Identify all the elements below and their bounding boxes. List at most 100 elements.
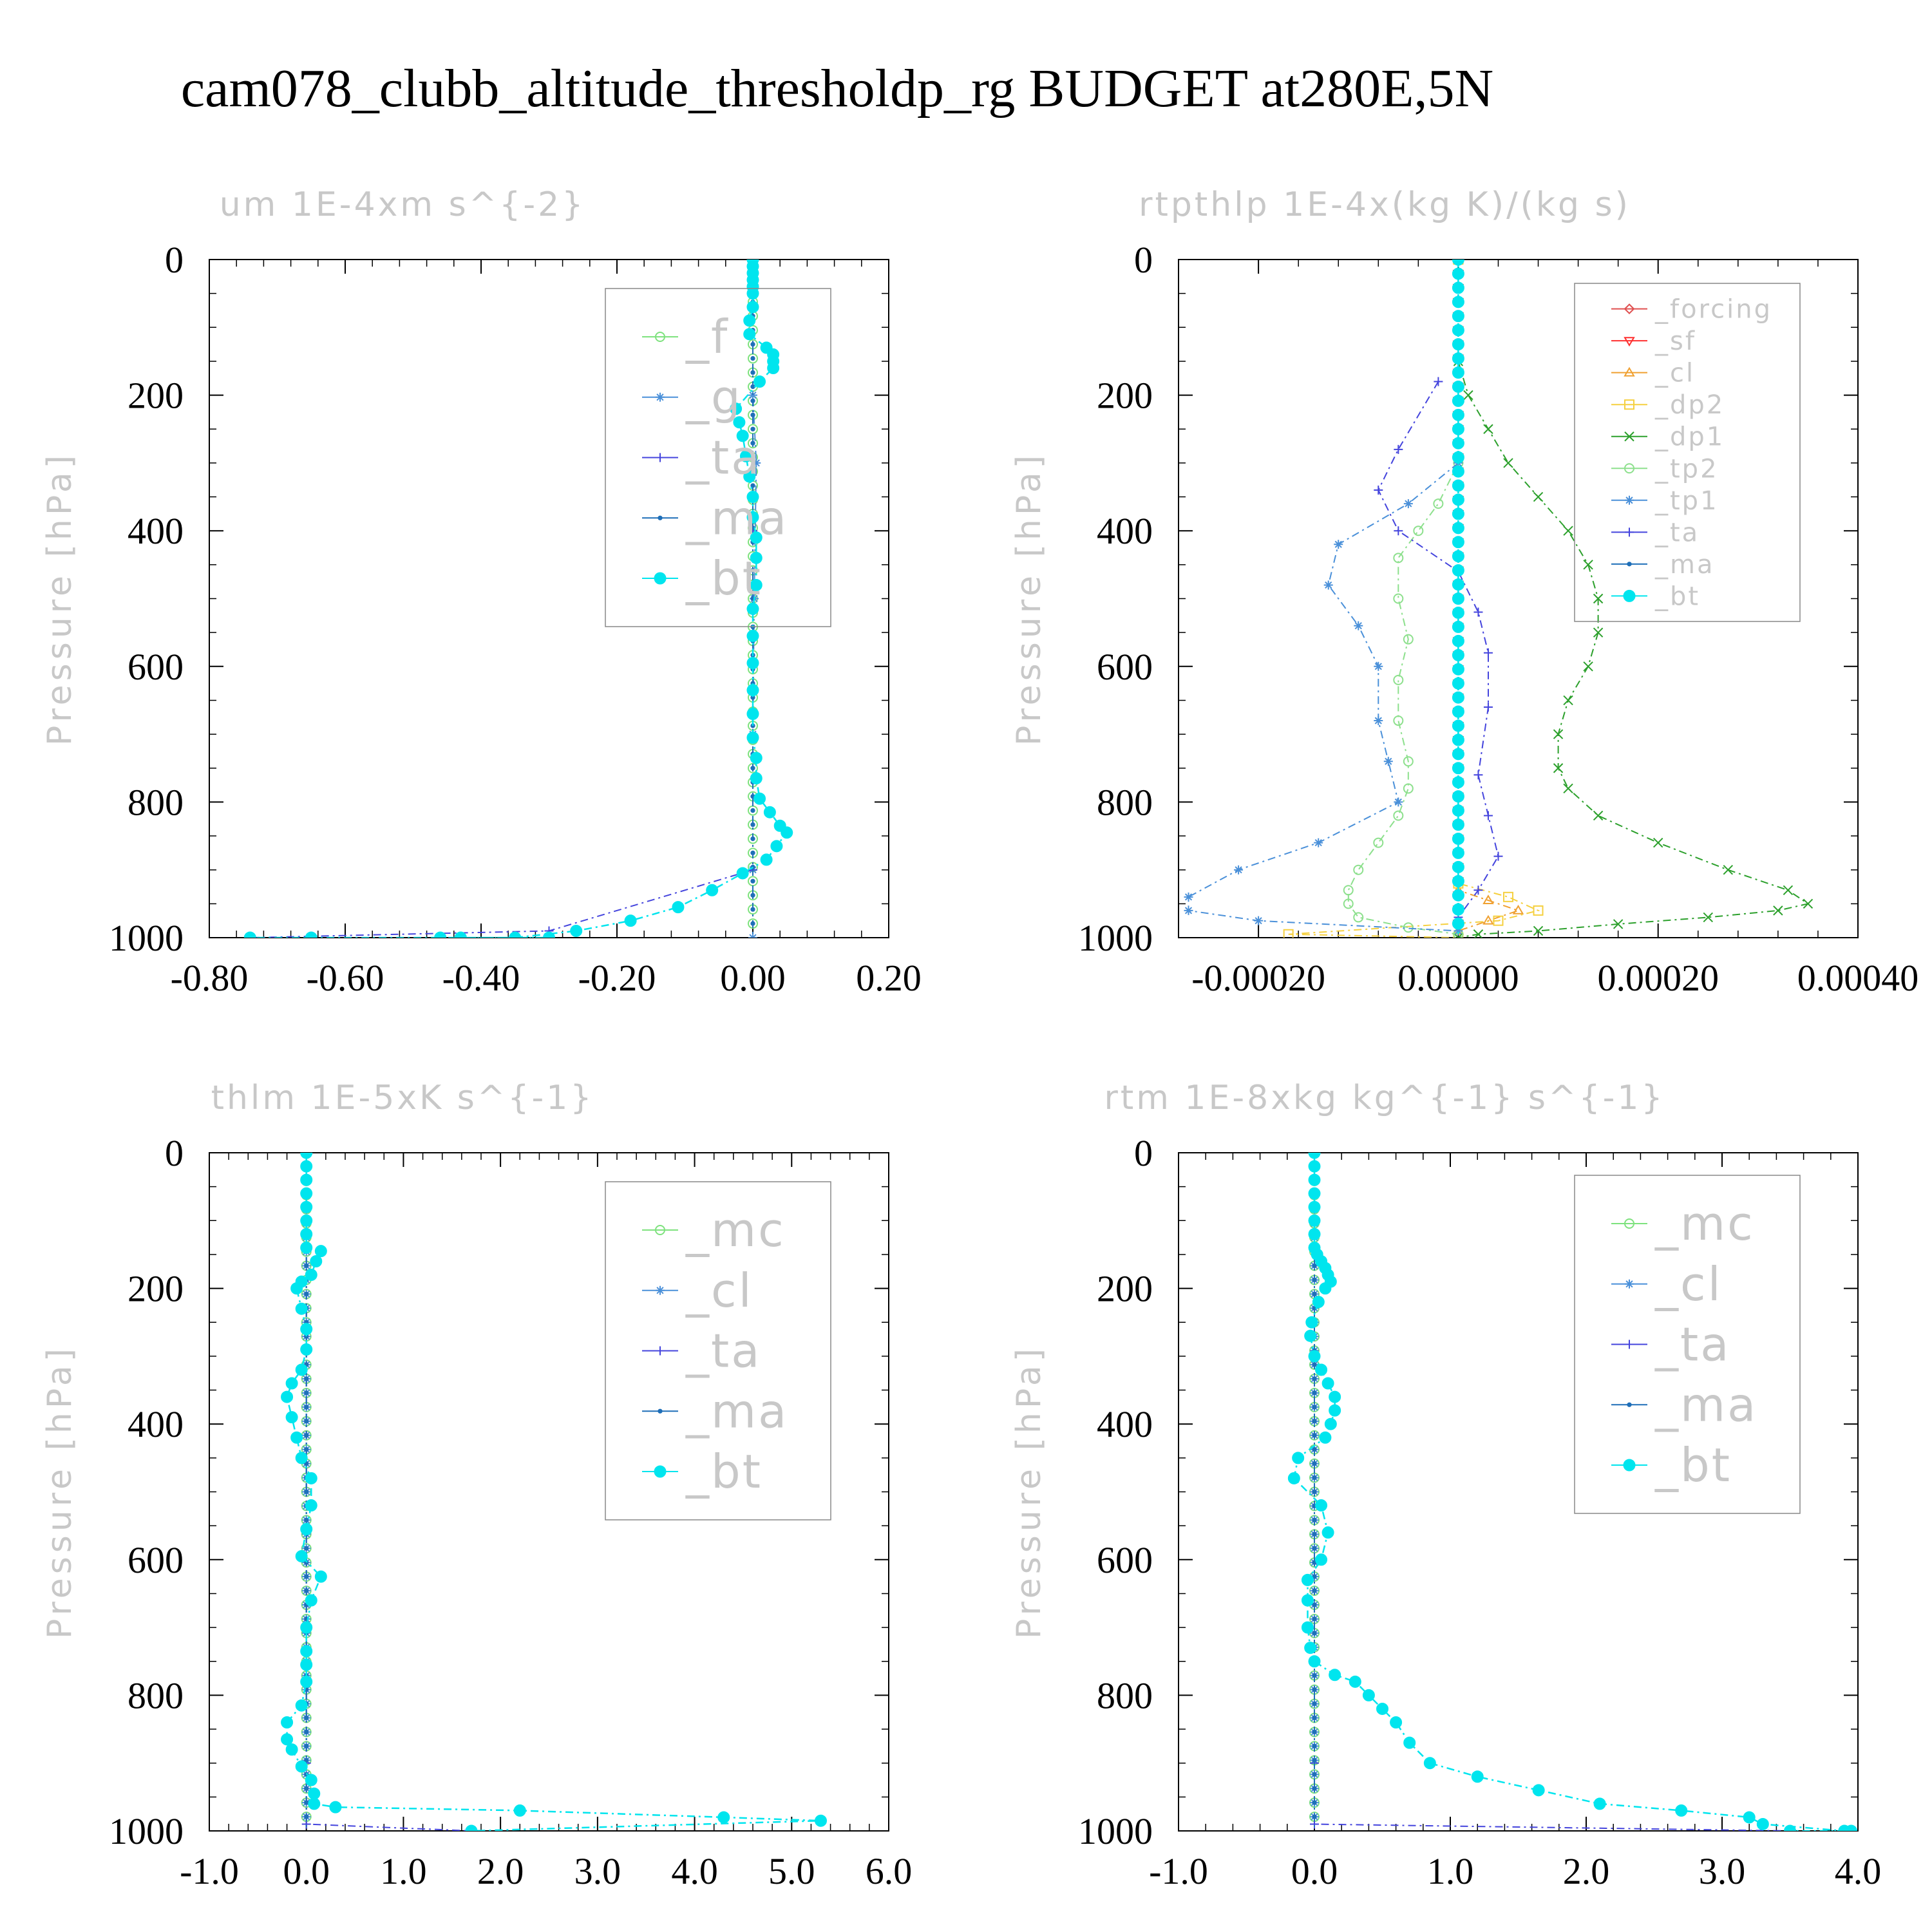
series-group <box>243 260 793 938</box>
data-point <box>310 1255 323 1267</box>
data-point <box>1393 593 1404 604</box>
plot-frame <box>1178 1152 1859 1832</box>
data-point <box>815 1814 827 1827</box>
x-tick-label: 2.0 <box>1563 1850 1610 1892</box>
series-line <box>250 260 753 938</box>
data-point <box>329 1801 342 1814</box>
panel-title: rtm 1E-8xkg kg^{-1} s^{-1} <box>1104 1079 1665 1117</box>
data-point <box>1452 804 1464 817</box>
y-tick-label: 200 <box>1097 1268 1153 1310</box>
legend-swatch-marker <box>1625 527 1634 537</box>
series-line <box>1378 381 1499 918</box>
data-point <box>304 1800 309 1805</box>
series-bt <box>1287 1153 1857 1831</box>
data-point <box>1312 1390 1317 1396</box>
data-point <box>748 933 757 938</box>
legend-swatch-marker <box>1624 431 1634 442</box>
data-point <box>285 1743 298 1756</box>
data-point <box>509 931 522 938</box>
data-point <box>1593 810 1604 821</box>
data-point <box>1452 592 1464 605</box>
legend-swatch-marker <box>1625 495 1634 505</box>
data-point <box>1362 1689 1375 1701</box>
data-point <box>1301 1594 1314 1607</box>
legend-label: _f <box>685 310 729 364</box>
data-point <box>1454 926 1463 936</box>
x-tick-label: 0.00000 <box>1397 957 1519 999</box>
series-group <box>1184 260 1814 938</box>
legend-swatch-marker <box>1624 463 1634 474</box>
data-point <box>295 1302 308 1315</box>
data-point <box>1312 1772 1317 1777</box>
data-point <box>305 1269 317 1282</box>
data-point <box>304 1517 309 1523</box>
data-point <box>1308 1160 1321 1173</box>
data-point <box>750 412 755 417</box>
data-point <box>1312 1800 1317 1805</box>
data-point <box>1452 719 1464 732</box>
data-point <box>1393 553 1404 564</box>
x-tick-label: 6.0 <box>866 1850 913 1892</box>
series-tp2 <box>1343 457 1464 938</box>
data-point <box>1312 1433 1317 1438</box>
data-point <box>1723 864 1734 875</box>
data-point <box>750 836 755 842</box>
data-point <box>1312 1757 1317 1763</box>
data-point <box>1343 885 1354 896</box>
data-point <box>1304 1329 1317 1342</box>
series-line <box>1314 1153 1790 1831</box>
data-point <box>1323 580 1333 590</box>
legend-label: _dp1 <box>1654 422 1725 452</box>
legend-box <box>1574 1175 1801 1514</box>
legend-label: _cl <box>685 1264 753 1318</box>
data-point <box>1653 837 1663 848</box>
data-point <box>1312 1475 1317 1481</box>
data-point <box>304 1715 309 1721</box>
data-point <box>1844 1824 1857 1831</box>
panel-title: um 1E-4xm s^{-2} <box>220 185 586 224</box>
legend-swatch-marker <box>656 453 665 462</box>
data-point <box>750 822 755 828</box>
data-point <box>750 567 755 573</box>
data-point <box>1493 915 1504 926</box>
legend-label: _cl <box>1654 359 1695 388</box>
data-point <box>1452 260 1464 266</box>
data-point <box>1312 1277 1317 1283</box>
data-point <box>1312 1616 1317 1622</box>
plot-frame <box>1178 259 1859 938</box>
data-point <box>1292 1452 1305 1464</box>
data-point <box>1452 819 1464 831</box>
data-point <box>750 426 755 431</box>
y-axis-label: Pressure [hPa] <box>1010 1345 1048 1639</box>
series-dp2 <box>1283 260 1544 938</box>
data-point <box>1452 550 1464 563</box>
data-point <box>752 458 761 468</box>
data-point <box>304 1263 309 1269</box>
legend-swatch-marker <box>1625 1340 1634 1349</box>
data-point <box>1503 458 1513 468</box>
legend-swatch-marker <box>1624 1218 1634 1229</box>
data-point <box>750 578 762 591</box>
data-point <box>1593 593 1604 604</box>
legend-label: _bt <box>685 551 762 605</box>
data-point <box>1452 734 1464 746</box>
data-point <box>454 931 467 938</box>
data-point <box>1452 663 1464 676</box>
data-point <box>746 511 759 524</box>
data-point <box>746 657 759 670</box>
data-point <box>1452 691 1464 704</box>
data-point <box>750 772 762 785</box>
legend-swatch-marker <box>1625 1279 1634 1289</box>
legend-label: _ta <box>1654 518 1700 547</box>
data-point <box>1473 607 1483 617</box>
legend-label: _g <box>685 370 743 424</box>
data-point <box>750 483 755 488</box>
data-point <box>1403 756 1414 767</box>
y-tick-label: 400 <box>128 510 184 552</box>
data-point <box>760 853 773 866</box>
data-point <box>1319 1282 1332 1295</box>
data-point <box>1452 790 1464 803</box>
series-bt <box>1452 260 1464 938</box>
y-tick-label: 800 <box>1097 1674 1153 1716</box>
